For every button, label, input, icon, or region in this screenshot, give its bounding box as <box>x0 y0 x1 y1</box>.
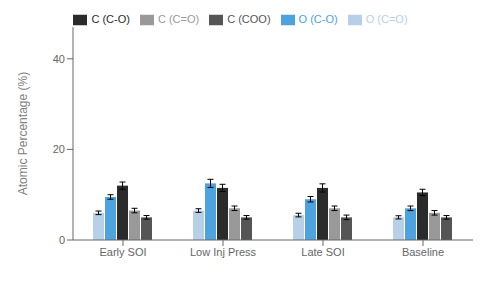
svg-text:Late SOI: Late SOI <box>301 246 344 258</box>
svg-text:40: 40 <box>53 53 65 65</box>
html-text:O (C-O): O (C-O) <box>298 13 338 25</box>
svg-text:20: 20 <box>53 143 65 155</box>
svg-text:Baseline: Baseline <box>402 246 444 258</box>
html-text:C (C-O): C (C-O) <box>91 13 130 25</box>
svg-text:Atomic Percentage (%): Atomic Percentage (%) <box>16 72 30 195</box>
svg-text:Low Inj Press: Low Inj Press <box>190 246 257 258</box>
svg-text:Early SOI: Early SOI <box>99 246 146 258</box>
html-text:C (C=O): C (C=O) <box>157 13 200 25</box>
html-text:C (COO): C (COO) <box>227 13 271 25</box>
html-text:O (C=O): O (C=O) <box>365 13 408 25</box>
svg-text:0: 0 <box>59 234 65 246</box>
